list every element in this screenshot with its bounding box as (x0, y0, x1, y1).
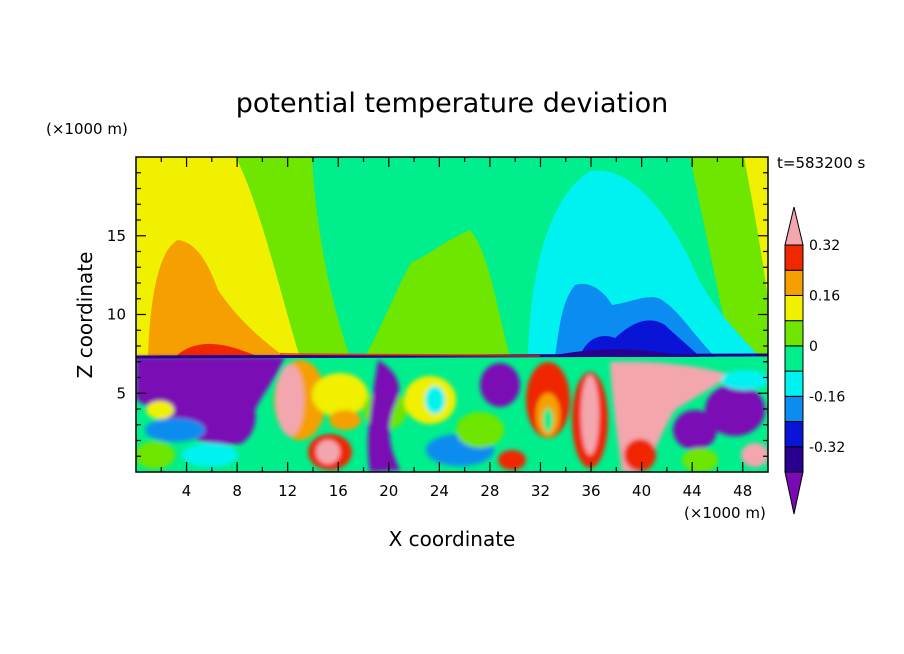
time-label: t=583200 s (777, 154, 865, 172)
contour-blob (543, 408, 553, 432)
x-tick-label: 40 (632, 482, 651, 500)
colorbar-swatch (784, 421, 804, 448)
contour-region-violet-mid (367, 360, 400, 472)
colorbar-swatch (784, 395, 804, 423)
colorbar-swatch (784, 370, 804, 397)
contour-region-green-ridge (365, 230, 510, 357)
y-tick-label: 15 (107, 227, 126, 245)
contour-blob (276, 364, 304, 436)
colorbar-label: -0.16 (809, 389, 845, 405)
contour-blob (721, 370, 768, 390)
y-tick-label: 10 (107, 306, 126, 324)
x-tick-label: 48 (733, 482, 752, 500)
colorbar-extend-low (784, 471, 804, 515)
contour-blob (682, 448, 718, 472)
inversion-line-upper (279, 353, 541, 357)
colorbar-swatch (784, 345, 804, 372)
colorbar-swatch (784, 294, 804, 322)
y-unit-label: (×1000 m) (46, 120, 128, 138)
contour-blob (329, 410, 361, 430)
x-tick-label: 16 (329, 482, 348, 500)
contour-blob (316, 440, 340, 464)
x-tick-label: 44 (683, 482, 702, 500)
y-tick-label: 5 (116, 384, 126, 402)
contour-blob (624, 439, 656, 471)
x-tick-label: 32 (531, 482, 550, 500)
contour-region-green-west (236, 157, 350, 357)
contour-region-red-west (175, 343, 260, 357)
contour-blob (581, 375, 599, 455)
x-tick-label: 4 (182, 482, 192, 500)
contour-blob (146, 401, 174, 419)
contour-blob (145, 418, 205, 442)
contour-region-yellow-east (744, 157, 768, 300)
colorbar-swatch (784, 446, 804, 473)
x-axis-ticks: 4 8 12 16 20 24 28 32 36 40 44 48 (160, 157, 752, 500)
colorbar-label: 0.32 (809, 238, 840, 254)
contour-region-orange-west (148, 240, 285, 357)
colorbar-label: 0 (809, 339, 818, 355)
contour-region-darkblue-east (580, 320, 700, 357)
x-tick-label: 8 (232, 482, 242, 500)
x-unit-label: (×1000 m) (684, 504, 766, 522)
contour-blob (456, 412, 504, 448)
contour-blob (480, 363, 520, 407)
x-axis-label: X coordinate (389, 527, 516, 551)
y-axis-label: Z coordinate (73, 252, 97, 379)
contour-blob (498, 450, 526, 470)
contour-field (136, 157, 768, 472)
contour-region-green-east (690, 157, 768, 357)
colorbar-swatch (784, 269, 804, 296)
colorbar-label: 0.16 (809, 288, 840, 304)
x-tick-label: 24 (430, 482, 449, 500)
contour-blob (425, 386, 445, 414)
contour-blob (741, 443, 768, 467)
x-tick-label: 12 (278, 482, 297, 500)
y-axis-ticks: 5 10 15 (107, 172, 768, 457)
colorbar-swatch (784, 320, 804, 347)
colorbar-swatch (784, 244, 804, 271)
chart-title: potential temperature deviation (236, 88, 668, 119)
contour-blob (182, 443, 238, 467)
x-tick-label: 28 (480, 482, 499, 500)
contour-blob (312, 373, 368, 417)
colorbar: -0.32 -0.16 0 0.16 0.32 (784, 206, 845, 515)
x-tick-label: 20 (379, 482, 398, 500)
contour-blob (705, 384, 765, 436)
x-tick-label: 36 (581, 482, 600, 500)
contour-blob (673, 410, 717, 450)
contour-blob (136, 441, 175, 469)
colorbar-extend-high (784, 206, 804, 246)
colorbar-label: -0.32 (809, 440, 845, 456)
